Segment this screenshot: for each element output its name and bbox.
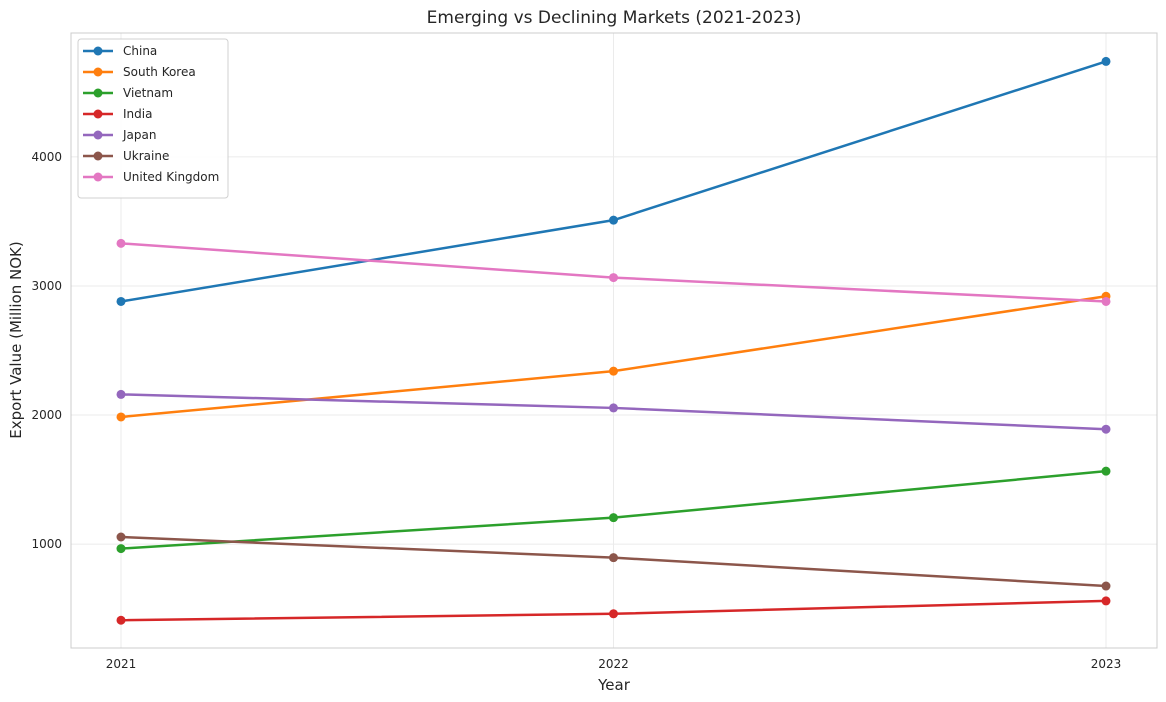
data-point: [609, 273, 618, 283]
data-point: [116, 389, 126, 399]
legend-item: Japan: [83, 128, 156, 142]
series-group: [116, 56, 1111, 625]
y-axis-label: Export Value (Million NOK): [7, 241, 25, 438]
legend-item: United Kingdom: [83, 170, 219, 184]
series-japan: [116, 389, 1111, 434]
data-point: [116, 296, 126, 306]
y-tick-label: 1000: [31, 537, 62, 551]
legend-item: South Korea: [83, 65, 196, 79]
y-tick-label: 3000: [31, 279, 62, 293]
data-point: [116, 544, 126, 554]
legend-swatch-marker: [93, 88, 103, 98]
series-vietnam: [116, 466, 1111, 554]
plot-area-frame: [70, 32, 1158, 649]
x-axis-label: Year: [597, 676, 631, 694]
legend-label: Vietnam: [123, 86, 173, 100]
data-point: [1101, 296, 1111, 306]
legend-item: Ukraine: [83, 149, 169, 163]
data-point: [609, 366, 618, 376]
legend-label: Japan: [122, 128, 156, 142]
data-point: [116, 412, 126, 422]
legend-frame: [77, 38, 229, 199]
data-point: [116, 238, 126, 248]
data-point: [609, 215, 618, 225]
series-china: [116, 56, 1111, 306]
y-tick-label: 4000: [31, 150, 62, 164]
legend-swatch-marker: [93, 151, 103, 161]
y-tick-label: 2000: [31, 408, 62, 422]
legend-label: United Kingdom: [123, 170, 219, 184]
data-point: [609, 609, 618, 619]
legend-swatch-marker: [93, 67, 103, 77]
x-axis-ticks: 2021 2022 2023: [106, 657, 1122, 671]
legend-label: India: [123, 107, 152, 121]
data-point: [1101, 424, 1111, 434]
data-point: [609, 553, 618, 563]
data-point: [1101, 581, 1111, 591]
data-point: [1101, 466, 1111, 476]
legend-swatch-marker: [93, 109, 103, 119]
x-tick-label: 2022: [598, 657, 629, 671]
legend-item: China: [83, 44, 157, 58]
legend-label: China: [123, 44, 157, 58]
x-tick-label: 2023: [1091, 657, 1122, 671]
legend-label: South Korea: [123, 65, 196, 79]
legend-swatch-marker: [93, 172, 103, 182]
data-point: [116, 615, 126, 625]
series-india: [116, 596, 1111, 625]
data-point: [1101, 56, 1111, 66]
legend-swatch-marker: [93, 46, 103, 56]
data-point: [609, 513, 618, 523]
legend-swatch-marker: [93, 130, 103, 140]
legend-item: India: [83, 107, 152, 121]
series-ukraine: [116, 532, 1111, 591]
series-united-kingdom: [116, 238, 1111, 306]
data-point: [1101, 596, 1111, 606]
legend-item: Vietnam: [83, 86, 173, 100]
legend-label: Ukraine: [123, 149, 169, 163]
legend: China South Korea Vietnam India Japan Ukraine…: [77, 38, 229, 199]
x-tick-label: 2021: [106, 657, 137, 671]
chart-title: Emerging vs Declining Markets (2021-2023…: [427, 8, 802, 28]
data-point: [609, 403, 618, 413]
data-point: [116, 532, 126, 542]
y-axis-ticks: 1000 2000 3000 4000: [31, 150, 62, 551]
